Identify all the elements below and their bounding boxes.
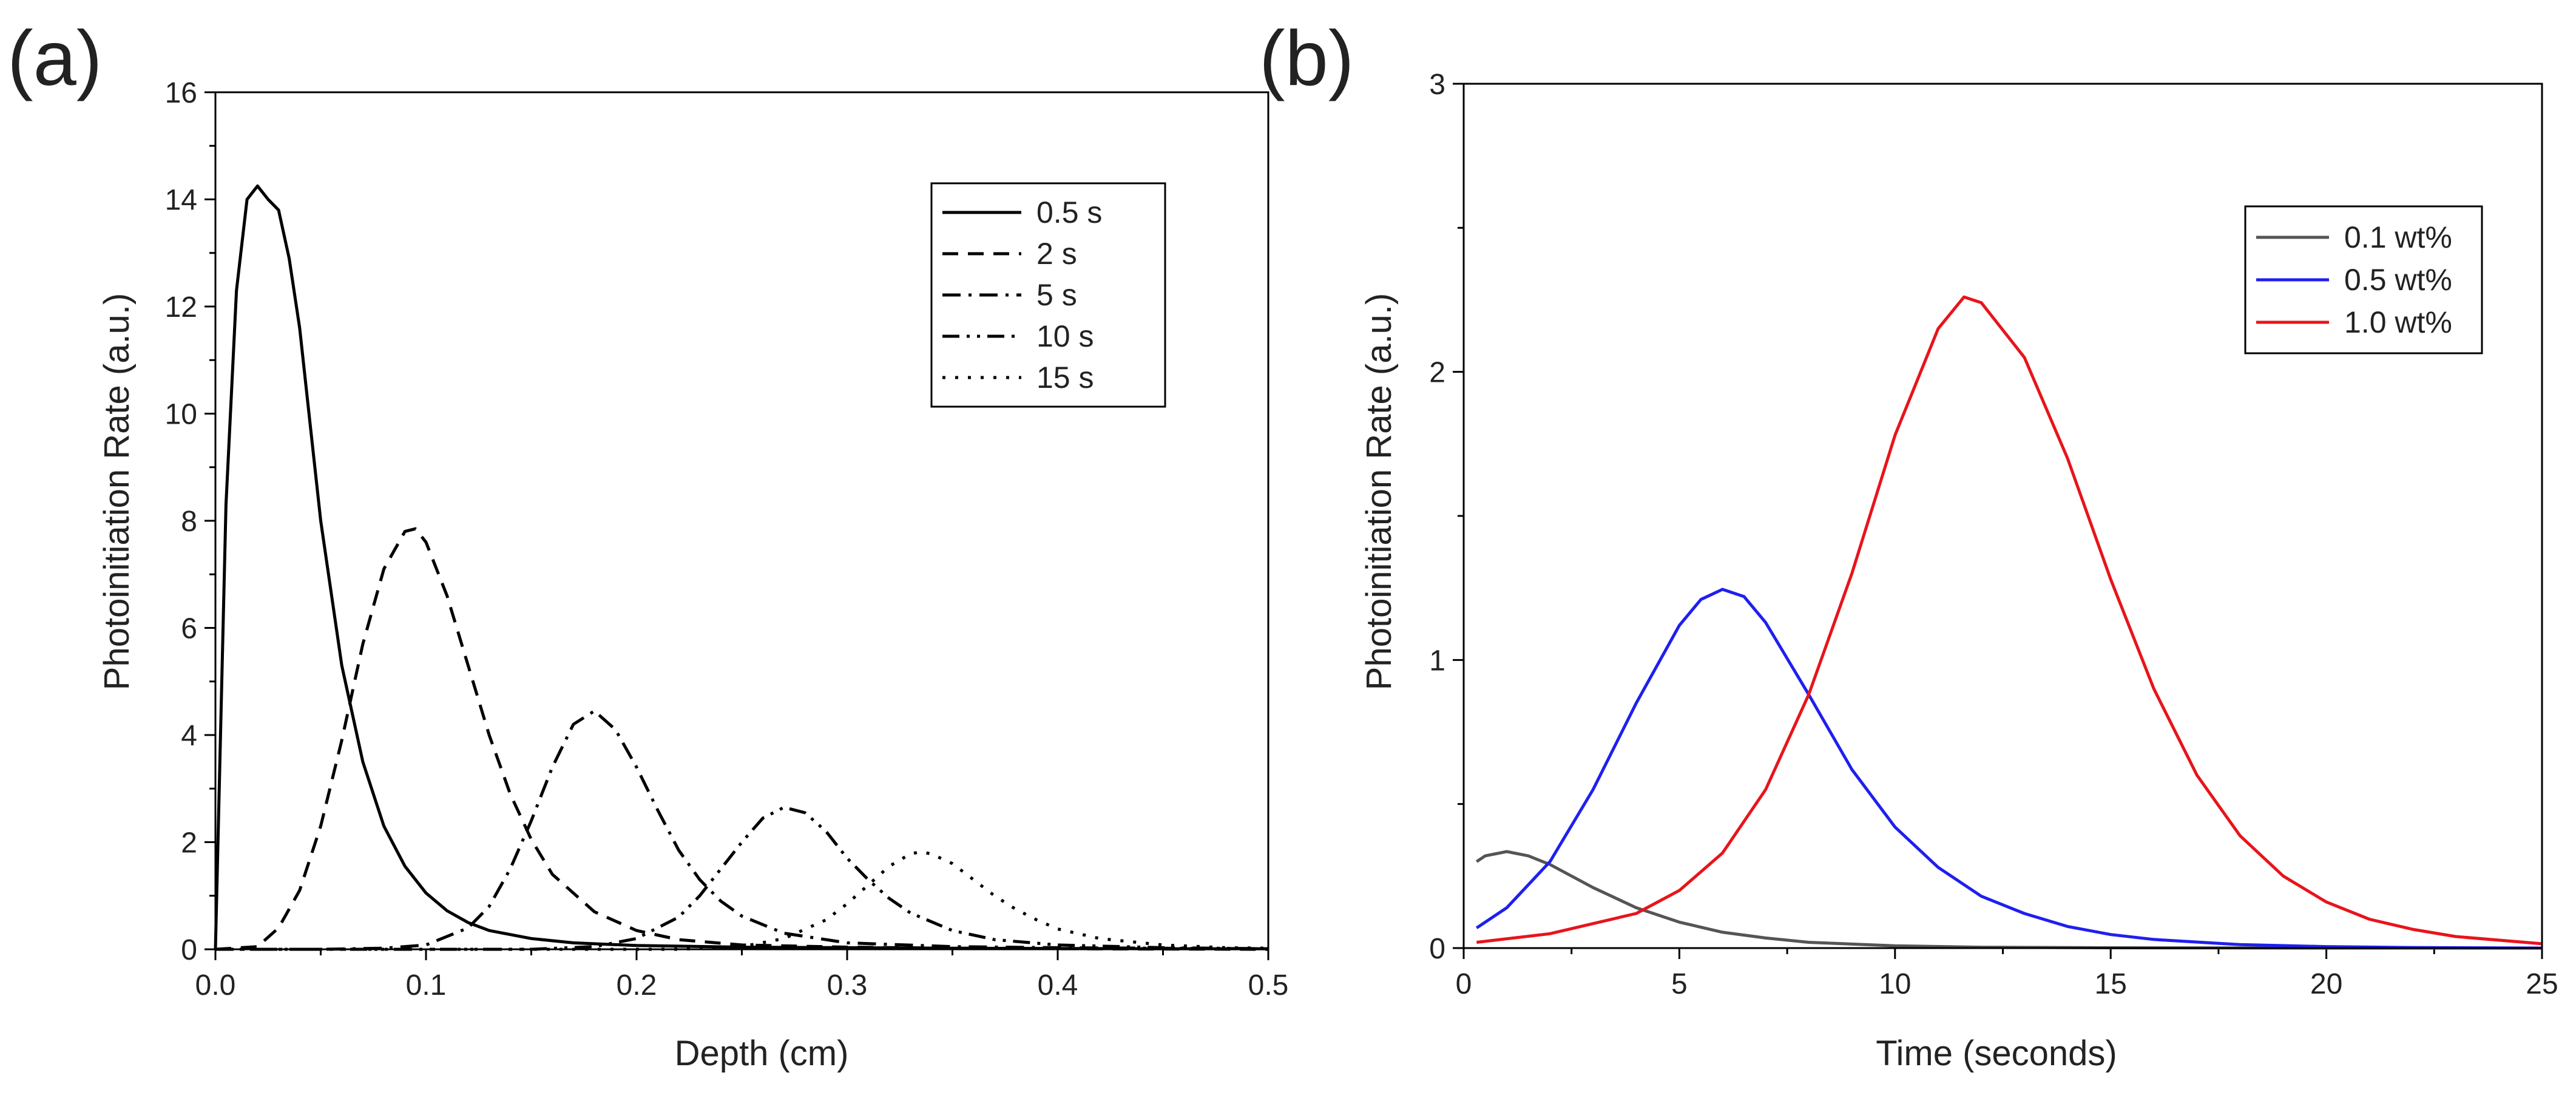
x-tick-label: 0.2 — [617, 969, 657, 1001]
x-tick-label: 15 — [2095, 968, 2127, 1000]
x-tick-label: 0.5 — [1248, 969, 1289, 1001]
x-tick-label: 5 — [1671, 968, 1688, 1000]
y-tick-label: 0 — [181, 934, 197, 966]
panel-b-plot-frame — [1462, 83, 2543, 949]
y-tick-label: 0 — [1429, 933, 1445, 965]
panel-a-ticks: 0.0 0.1 0.2 0.3 0.4 0.5 0 2 4 6 8 10 12 14 16 — [165, 77, 1289, 1001]
y-tick-label: 4 — [181, 720, 197, 752]
y-tick-label: 16 — [165, 77, 197, 109]
x-tick-label: 20 — [2310, 968, 2342, 1000]
x-tick-label: 0.4 — [1038, 969, 1078, 1001]
panel-a-x-axis-title: Depth (cm) — [675, 1034, 849, 1073]
panel-b-chart: (b) Photoinitiation Rate (a.u.) Time (se… — [1259, 15, 2558, 1073]
panel-label-a: (a) — [7, 15, 102, 102]
series-line-2 — [1475, 588, 2543, 950]
panel-label-b: (b) — [1259, 15, 1354, 102]
legend-label-4: 10 s — [1036, 319, 1094, 353]
legend-label-3: 5 s — [1036, 278, 1077, 312]
x-tick-label: 10 — [1879, 968, 1911, 1000]
y-tick-label: 2 — [1429, 357, 1445, 389]
y-tick-label: 14 — [165, 185, 197, 217]
panel-a-plot-frame — [214, 91, 1269, 951]
series-line-3 — [1476, 295, 2543, 946]
y-tick-label: 3 — [1429, 69, 1445, 101]
panel-a-legend: 0.5 s 2 s 5 s 10 s 15 s — [930, 182, 1166, 408]
legend-label-1: 0.1 wt% — [2344, 220, 2452, 254]
y-tick-label: 10 — [165, 399, 197, 431]
panel-a-series-lines — [214, 184, 1269, 951]
legend-label-2: 0.5 wt% — [2344, 263, 2452, 297]
y-tick-label: 8 — [181, 506, 197, 538]
panel-b-y-axis-title: Photoinitiation Rate (a.u.) — [1359, 293, 1399, 690]
legend-label-5: 15 s — [1036, 361, 1094, 395]
y-tick-label: 12 — [165, 291, 197, 324]
x-tick-label: 0.1 — [406, 969, 447, 1001]
panel-a-y-axis-title: Photoinitiation Rate (a.u.) — [97, 293, 137, 690]
legend-label-1: 0.5 s — [1036, 195, 1102, 229]
series-line-2 — [215, 527, 1269, 951]
y-tick-label: 1 — [1429, 645, 1445, 677]
legend-label-2: 2 s — [1036, 237, 1077, 271]
panel-b-legend: 0.1 wt% 0.5 wt% 1.0 wt% — [2244, 205, 2483, 354]
x-tick-label: 0 — [1456, 968, 1472, 1000]
x-tick-label: 0.3 — [827, 969, 868, 1001]
y-tick-label: 2 — [181, 827, 197, 859]
legend-label-3: 1.0 wt% — [2344, 305, 2452, 339]
y-tick-label: 6 — [181, 613, 197, 645]
x-tick-label: 25 — [2526, 968, 2558, 1000]
x-tick-label: 0.0 — [195, 969, 236, 1001]
panel-b-x-axis-title: Time (seconds) — [1876, 1034, 2117, 1073]
panel-a-chart: (a) Photoinitiation Rate (a.u.) Depth (c… — [7, 15, 1288, 1073]
series-line-4 — [215, 805, 1269, 951]
